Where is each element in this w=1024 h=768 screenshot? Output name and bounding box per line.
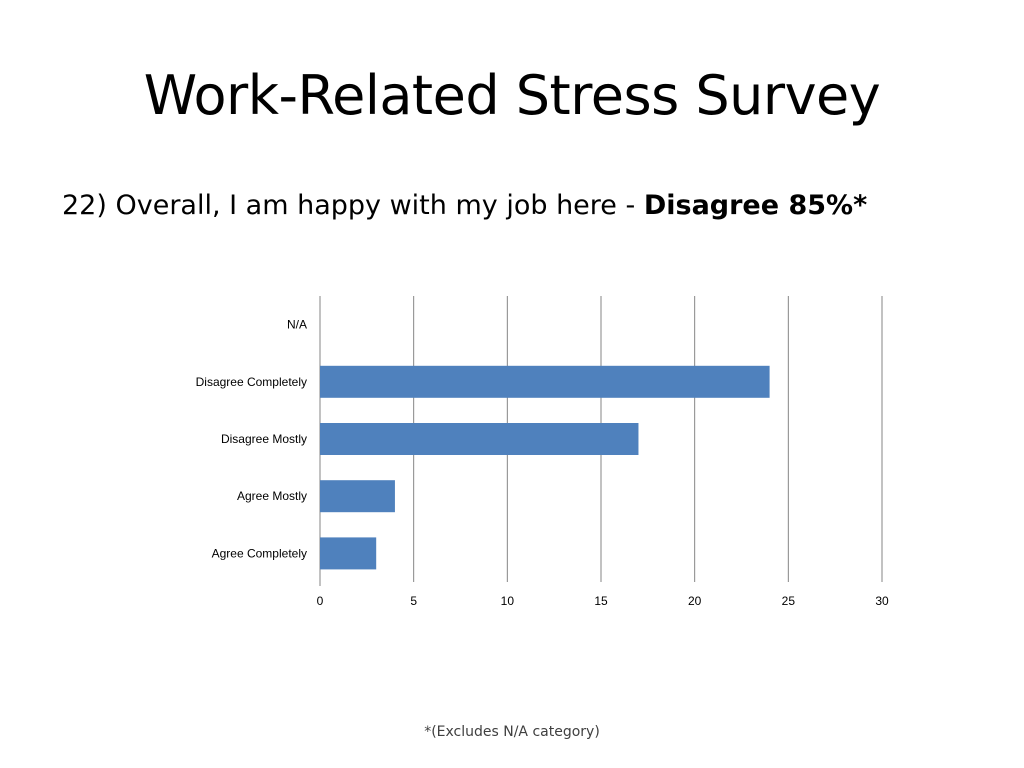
category-label: Disagree Completely [196, 375, 307, 389]
bar [320, 423, 639, 455]
x-tick-label: 10 [501, 594, 515, 608]
bars [320, 365, 770, 570]
slide-title: Work-Related Stress Survey [143, 64, 881, 127]
x-tick-label: 20 [688, 594, 702, 608]
category-label: Disagree Mostly [221, 432, 307, 446]
question-text: 22) Overall, I am happy with my job here… [62, 186, 867, 226]
question-label: 22) Overall, I am happy with my job here… [62, 190, 644, 221]
category-labels: N/A Disagree Completely Disagree Mostly Agr… [196, 318, 307, 561]
footnote: *(Excludes N/A category) [424, 724, 600, 740]
category-label: Agree Mostly [237, 489, 307, 503]
x-tick-label: 0 [317, 594, 324, 608]
x-tick-label: 15 [594, 594, 608, 608]
category-label: N/A [287, 318, 307, 332]
category-label: Agree Completely [212, 546, 307, 560]
bar [320, 365, 770, 398]
x-tick-label: 30 [875, 594, 889, 608]
x-tick-label: 25 [782, 594, 796, 608]
bar [320, 480, 395, 513]
bar [320, 537, 377, 570]
x-tick-labels: 0 5 10 15 20 25 30 [317, 594, 889, 608]
x-tick-label: 5 [410, 594, 417, 608]
question-result: Disagree 85%* [643, 190, 868, 221]
